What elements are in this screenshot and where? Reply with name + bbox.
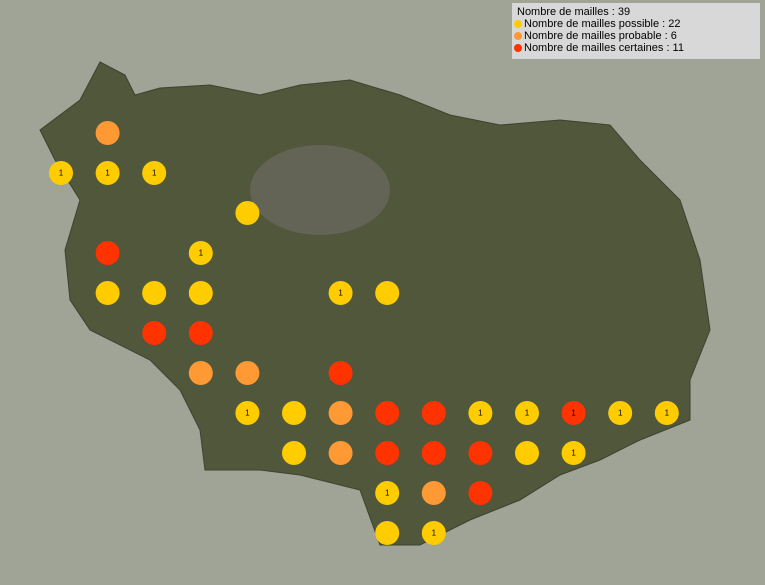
cell	[375, 401, 400, 425]
cell	[515, 441, 539, 465]
cell	[95, 161, 120, 185]
cell	[235, 401, 260, 425]
cell	[142, 161, 167, 185]
urban-area	[250, 145, 390, 235]
cell	[142, 321, 167, 345]
cell	[375, 441, 400, 465]
cell-label: 1	[478, 409, 483, 418]
cell	[421, 441, 446, 465]
cell	[328, 281, 353, 305]
cell-label: 1	[571, 409, 576, 418]
legend-swatch	[514, 20, 522, 28]
cell	[95, 241, 120, 265]
cells: 1 1 1 1 1 1 1 1 1 1 1 1 1 1	[49, 121, 679, 545]
cell	[188, 361, 213, 385]
cell	[328, 361, 353, 385]
cell-label: 1	[571, 449, 576, 458]
cell	[421, 521, 446, 545]
cell	[49, 161, 73, 185]
region	[39, 61, 711, 546]
cell	[421, 481, 446, 505]
cell	[468, 441, 493, 465]
cell-label: 1	[152, 169, 157, 178]
cell-label: 1	[338, 289, 343, 298]
cell	[95, 121, 120, 145]
cell	[188, 281, 213, 305]
cell	[328, 441, 353, 465]
legend-total: Nombre de mailles : 39	[517, 6, 630, 18]
cell	[95, 281, 120, 305]
cell	[282, 441, 306, 465]
cell	[235, 201, 260, 225]
cell	[328, 401, 353, 425]
cell	[608, 401, 633, 425]
cell-label: 1	[618, 409, 623, 418]
cell-label: 1	[385, 489, 390, 498]
cell	[561, 401, 586, 425]
cell	[468, 401, 493, 425]
cell	[142, 281, 167, 305]
legend-label: Nombre de mailles probable : 6	[524, 30, 677, 42]
cell	[375, 521, 400, 545]
cell-label: 1	[105, 169, 110, 178]
cell	[188, 241, 213, 265]
legend: Nombre de mailles : 39 Nombre de mailles…	[512, 3, 760, 59]
legend-box	[512, 3, 760, 59]
cell-label: 1	[59, 169, 64, 178]
cell-label: 1	[665, 409, 670, 418]
cell	[515, 401, 539, 425]
cell-label: 1	[525, 409, 530, 418]
cell	[375, 481, 400, 505]
cell	[188, 321, 213, 345]
cell-label: 1	[199, 249, 204, 258]
cell-label: 1	[245, 409, 250, 418]
cell	[282, 401, 306, 425]
cell	[561, 441, 586, 465]
cell	[375, 281, 400, 305]
cell	[235, 361, 260, 385]
cell	[654, 401, 679, 425]
legend-swatch	[514, 44, 522, 52]
legend-label: Nombre de mailles certaines : 11	[524, 42, 684, 54]
legend-swatch	[514, 32, 522, 40]
cell	[421, 401, 446, 425]
cell	[468, 481, 493, 505]
cell-label: 1	[432, 529, 437, 538]
legend-label: Nombre de mailles possible : 22	[524, 18, 681, 30]
